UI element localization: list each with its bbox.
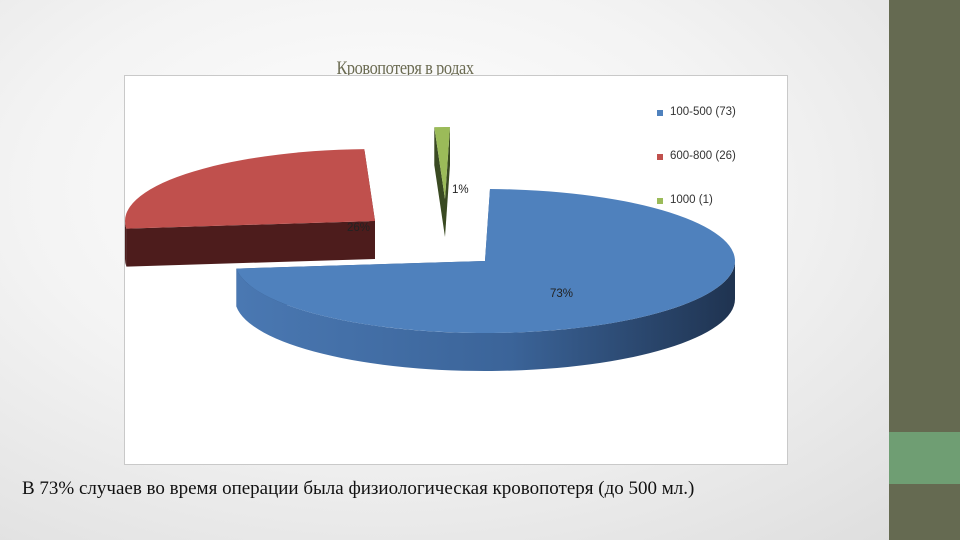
slide-caption: В 73% случаев во время операции была физ…: [22, 478, 695, 499]
legend-swatch-2: [657, 154, 663, 160]
data-label-2: 26%: [347, 222, 370, 234]
pie-slice-wall-3: [434, 127, 445, 237]
pie-slice-side-1: [236, 261, 736, 371]
data-label-1: 73%: [550, 288, 573, 300]
legend-label-1: 100-500 (73): [670, 106, 736, 118]
pie-slice-top-2: [125, 149, 375, 229]
side-accent-block: [889, 432, 960, 484]
slide-title: Кровопотеря в родах: [336, 58, 474, 79]
legend-swatch-3: [657, 198, 663, 204]
legend-label-2: 600-800 (26): [670, 150, 736, 162]
pie-slice-wall-2: [126, 221, 375, 267]
data-label-3: 1%: [452, 184, 469, 196]
pie-slice-top-3: [434, 127, 450, 199]
pie-slice-wall-3: [445, 127, 450, 237]
chart-area: 73% 26% 1% 100-500 (73) 600-800 (26) 1000 (1…: [124, 75, 788, 465]
pie-slice-2: [125, 149, 375, 267]
legend-swatch-1: [657, 110, 663, 116]
pie-slice-side-2: [125, 221, 127, 267]
pie-slice-3: [434, 127, 450, 237]
pie-slice-1: [236, 189, 736, 371]
legend-label-3: 1000 (1): [670, 194, 713, 206]
pie-slice-top-1: [236, 189, 736, 333]
pie-chart: 73% 26% 1%: [125, 127, 736, 371]
